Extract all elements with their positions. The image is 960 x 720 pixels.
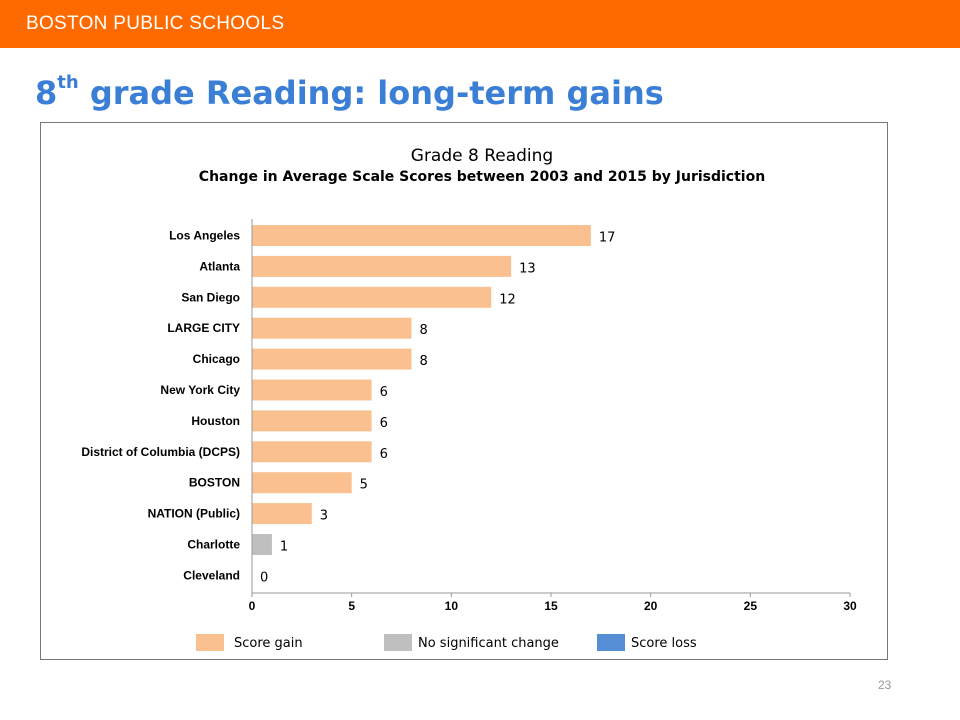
value-label: 8 [419,323,427,338]
value-label: 6 [380,416,388,431]
x-tick-label: 10 [445,599,459,613]
value-label: 3 [320,509,328,524]
value-label: 1 [280,540,288,555]
x-tick-label: 15 [544,599,558,613]
legend-swatch-gain [196,634,224,651]
x-tick-label: 30 [843,599,857,613]
value-label: 13 [519,261,536,276]
value-label: 12 [499,292,516,307]
page-number: 23 [878,678,892,692]
slide-title: 8th grade Reading: long-term gains [35,72,664,112]
category-label: New York City [160,383,240,397]
bar-chart: Grade 8 Reading Change in Average Scale S… [81,146,857,651]
category-label: Houston [191,414,240,428]
title-number: 8 [35,74,58,112]
bar [252,348,412,370]
x-tick-label: 0 [249,599,256,613]
header-bar: BOSTON PUBLIC SCHOOLS [0,0,960,48]
legend-swatch-loss [597,634,625,651]
bar [252,441,372,463]
category-label: Chicago [193,352,240,366]
category-label: Atlanta [199,259,240,273]
legend-label-loss: Score loss [631,636,697,651]
chart-subtitle: Change in Average Scale Scores between 2… [199,169,765,185]
bar [252,410,372,432]
bar [252,379,372,401]
category-label: LARGE CITY [167,321,240,335]
chart-title: Grade 8 Reading [411,146,553,166]
bar [252,286,492,308]
category-label: NATION (Public) [148,507,240,521]
bar [252,225,591,246]
category-label: District of Columbia (DCPS) [81,445,240,459]
legend-label-no_change: No significant change [418,636,559,651]
x-tick-label: 5 [348,599,355,613]
bar [252,317,412,339]
x-tick-label: 25 [744,599,758,613]
value-label: 8 [419,354,427,369]
category-label: Charlotte [187,538,240,552]
title-text: grade Reading: long-term gains [78,74,664,112]
value-label: 6 [380,385,388,400]
value-label: 6 [380,447,388,462]
value-label: 17 [599,231,616,246]
title-ordinal-suffix: th [57,72,79,93]
value-label: 5 [360,478,368,493]
bar [252,503,312,525]
category-label: BOSTON [189,476,240,490]
bar [252,472,352,494]
value-label: 0 [260,570,268,585]
x-tick-label: 20 [644,599,658,613]
legend-swatch-no_change [384,634,412,651]
category-label: Cleveland [183,568,240,582]
legend-label-gain: Score gain [234,636,303,651]
category-label: Los Angeles [169,229,240,243]
chart-frame: Grade 8 Reading Change in Average Scale S… [40,122,888,660]
org-name: BOSTON PUBLIC SCHOOLS [26,13,285,34]
bar [252,255,512,277]
category-label: San Diego [181,290,240,304]
bar [252,534,272,555]
